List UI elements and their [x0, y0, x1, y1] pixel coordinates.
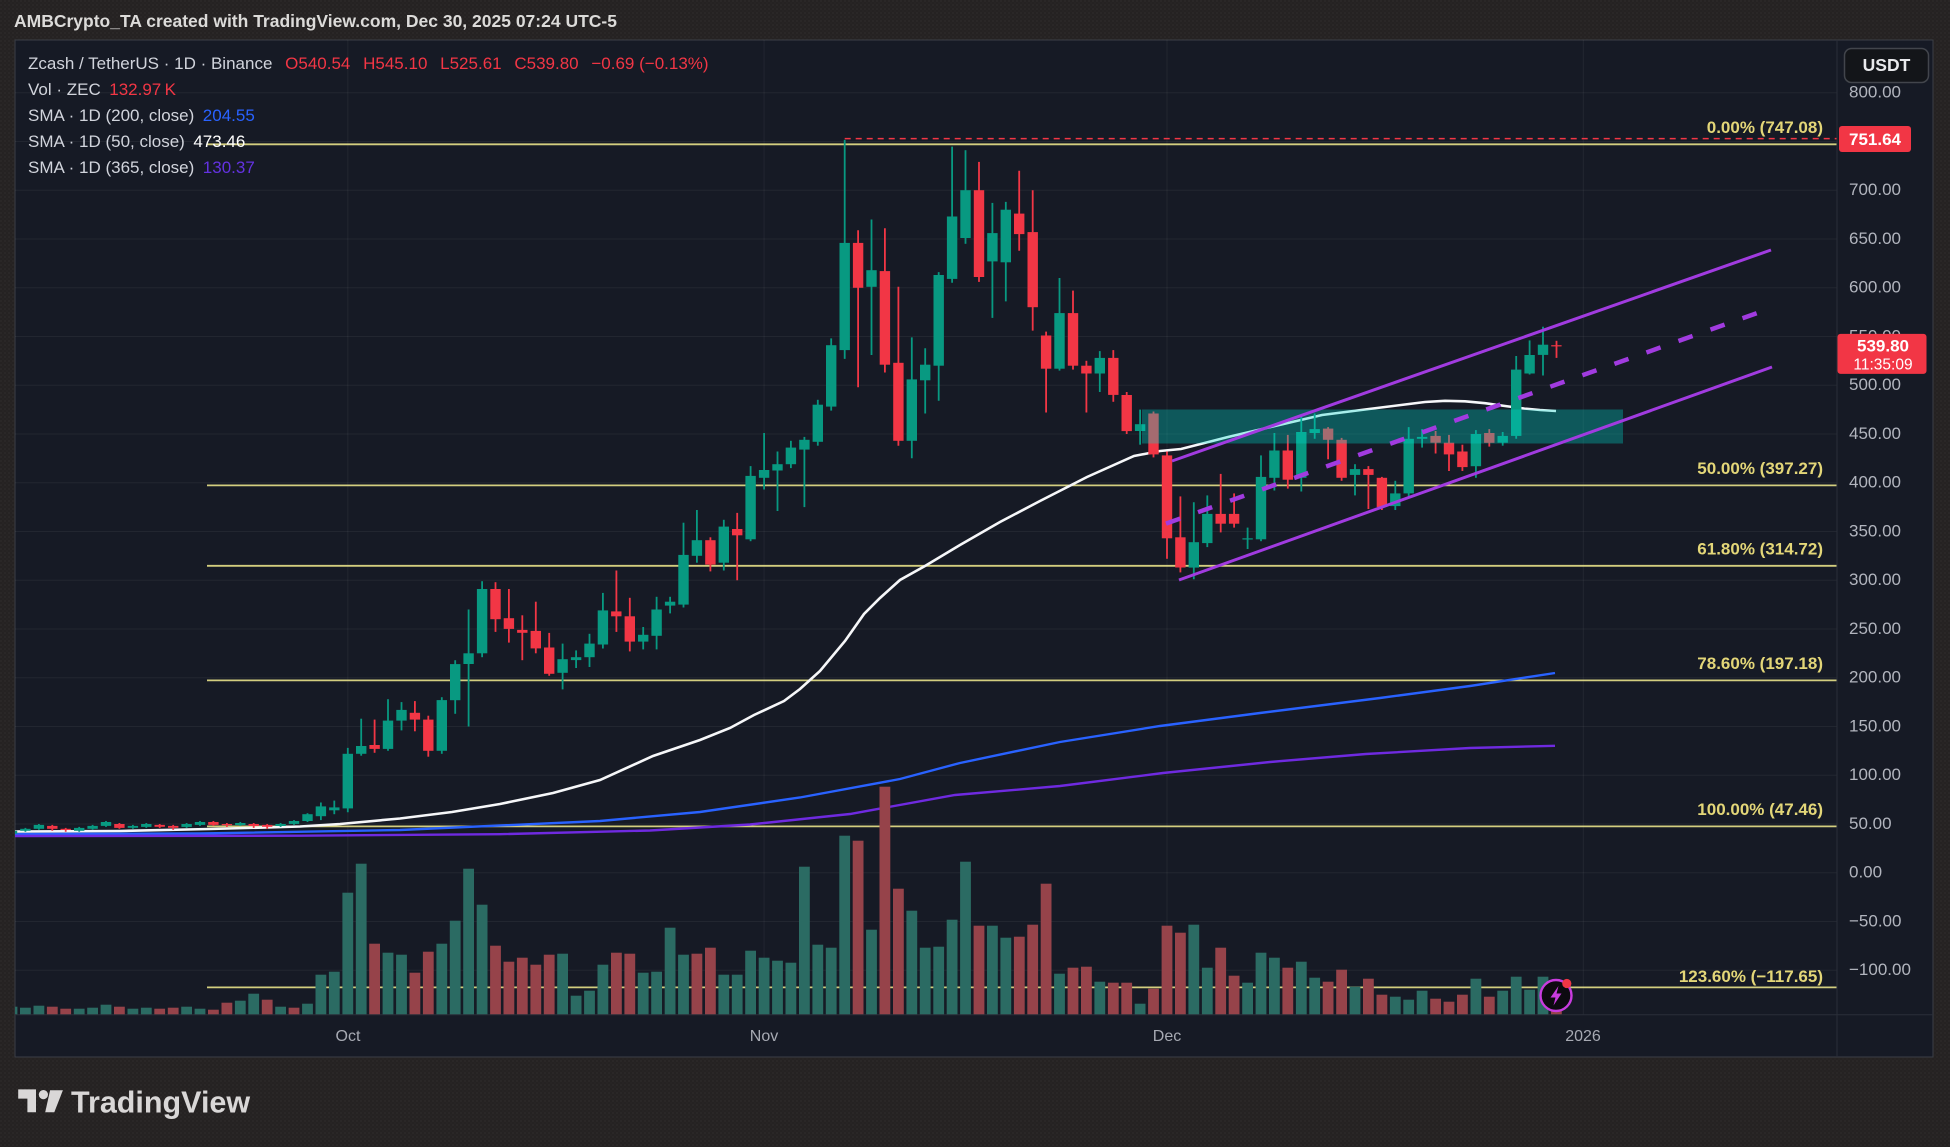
svg-text:800.00: 800.00 [1849, 83, 1901, 102]
svg-text:250.00: 250.00 [1849, 619, 1901, 638]
svg-text:539.80: 539.80 [1857, 336, 1909, 355]
svg-text:Zcash / TetherUS · 1D · Binanc: Zcash / TetherUS · 1D · Binance O540.54 … [28, 54, 709, 73]
svg-text:AMBCrypto_TA created with Trad: AMBCrypto_TA created with TradingView.co… [14, 11, 617, 31]
svg-text:78.60% (197.18): 78.60% (197.18) [1697, 654, 1823, 673]
svg-text:USDT: USDT [1863, 55, 1911, 75]
svg-text:0.00% (747.08): 0.00% (747.08) [1707, 118, 1823, 137]
svg-text:700.00: 700.00 [1849, 180, 1901, 199]
svg-text:Oct: Oct [336, 1028, 361, 1045]
svg-text:61.80% (314.72): 61.80% (314.72) [1697, 539, 1823, 558]
svg-text:TradingView: TradingView [71, 1086, 250, 1120]
svg-text:450.00: 450.00 [1849, 424, 1901, 443]
svg-text:50.00: 50.00 [1849, 814, 1892, 833]
svg-text:150.00: 150.00 [1849, 717, 1901, 736]
svg-text:2026: 2026 [1565, 1028, 1601, 1045]
svg-text:400.00: 400.00 [1849, 473, 1901, 492]
svg-text:350.00: 350.00 [1849, 522, 1901, 541]
svg-text:11:35:09: 11:35:09 [1853, 356, 1912, 373]
svg-text:200.00: 200.00 [1849, 668, 1901, 687]
svg-text:−100.00: −100.00 [1849, 960, 1911, 979]
svg-text:600.00: 600.00 [1849, 278, 1901, 297]
svg-text:Vol · ZEC 132.97 K: Vol · ZEC 132.97 K [28, 80, 177, 99]
svg-text:Nov: Nov [750, 1028, 778, 1045]
svg-text:−50.00: −50.00 [1849, 912, 1901, 931]
svg-text:123.60% (−117.65): 123.60% (−117.65) [1679, 967, 1823, 986]
svg-text:500.00: 500.00 [1849, 375, 1901, 394]
svg-text:300.00: 300.00 [1849, 570, 1901, 589]
svg-text:SMA · 1D (365, close) 130.37: SMA · 1D (365, close) 130.37 [28, 158, 255, 177]
svg-text:SMA · 1D (200, close) 204.55: SMA · 1D (200, close) 204.55 [28, 106, 255, 125]
svg-text:650.00: 650.00 [1849, 229, 1901, 248]
svg-text:100.00% (47.46): 100.00% (47.46) [1697, 800, 1823, 819]
svg-text:50.00% (397.27): 50.00% (397.27) [1697, 459, 1823, 478]
svg-text:Dec: Dec [1153, 1028, 1181, 1045]
svg-text:SMA · 1D (50, close) 473.46: SMA · 1D (50, close) 473.46 [28, 132, 245, 151]
svg-text:0.00: 0.00 [1849, 863, 1882, 882]
svg-text:100.00: 100.00 [1849, 765, 1901, 784]
svg-text:751.64: 751.64 [1849, 130, 1902, 149]
